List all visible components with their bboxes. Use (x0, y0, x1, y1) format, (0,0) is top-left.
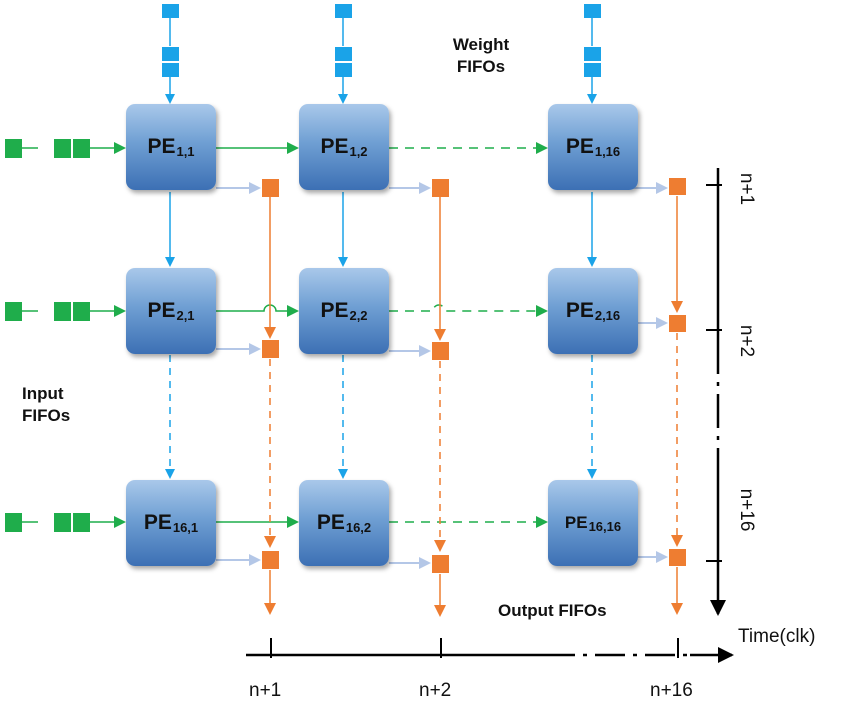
pe-label: PE1,1 (147, 135, 195, 159)
time-tick-n1: n+1 (249, 680, 282, 701)
horizontal-time-axis (246, 638, 734, 663)
pe-output-arrows (216, 182, 668, 569)
pe-label: PE2,16 (565, 299, 621, 323)
weight-fifos (162, 4, 601, 104)
pe-1-16: PE1,16 (548, 104, 638, 190)
vertical-tick-n1: n+1 (736, 172, 757, 206)
pe-16-1: PE16,1 (126, 480, 216, 566)
vertical-tick-n2: n+2 (736, 324, 757, 358)
vertical-time-axis (706, 168, 726, 616)
weight-fifos-label: Weight FIFOs (452, 35, 510, 76)
pe-label: PE16,1 (143, 511, 199, 535)
time-tick-n16: n+16 (650, 680, 693, 701)
pe-2-16: PE2,16 (548, 268, 638, 354)
pe-label: PE16,16 (564, 512, 622, 534)
time-axis-label: Time(clk) (738, 626, 816, 647)
pe-label: PE2,2 (320, 299, 368, 323)
pe-label: PE1,16 (565, 135, 621, 159)
pe-2-1: PE2,1 (126, 268, 216, 354)
vertical-tick-n16: n+16 (736, 488, 757, 532)
input-fifos (5, 139, 126, 532)
pe-label: PE16,2 (316, 511, 372, 535)
output-fifos (262, 178, 686, 617)
pe-label: PE1,2 (320, 135, 368, 159)
time-tick-n2: n+2 (419, 680, 452, 701)
pe-1-2: PE1,2 (299, 104, 389, 190)
pe-2-2: PE2,2 (299, 268, 389, 354)
pe-label: PE2,1 (147, 299, 195, 323)
pe-16-2: PE16,2 (299, 480, 389, 566)
pe-16-16: PE16,16 (548, 480, 638, 566)
pe-1-1: PE1,1 (126, 104, 216, 190)
output-fifos-label: Output FIFOs (498, 601, 607, 620)
input-fifos-label: Input FIFOs (22, 384, 71, 425)
weight-flow (165, 192, 597, 479)
